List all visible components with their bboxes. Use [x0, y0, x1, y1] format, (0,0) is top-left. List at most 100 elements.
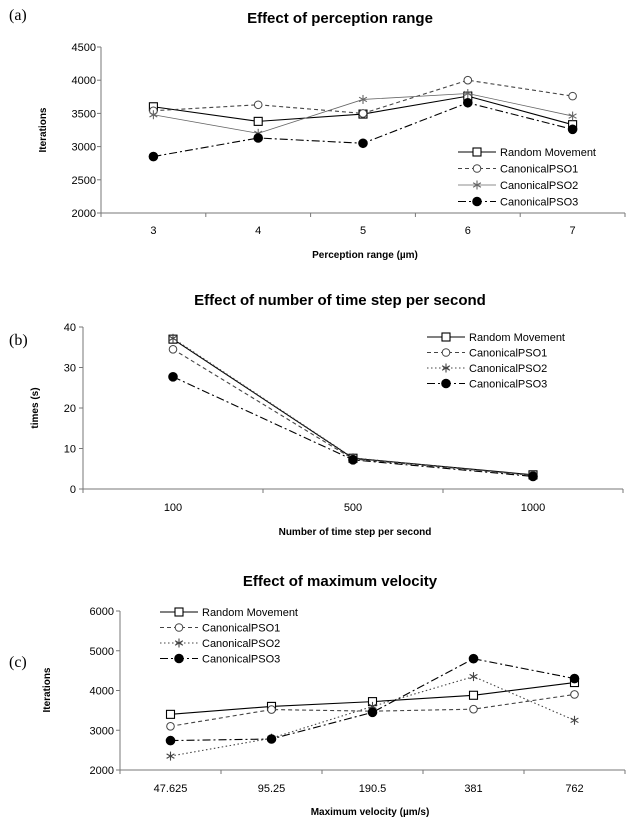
legend-marker: [472, 164, 482, 173]
data-point: [463, 97, 473, 108]
y-tick-label: 4000: [90, 686, 114, 698]
data-point: [166, 721, 175, 731]
legend: Random Movement CanonicalPSO1 CanonicalPSO…: [160, 607, 298, 666]
y-tick-label: 3000: [72, 142, 96, 154]
data-point: [267, 705, 276, 714]
data-point: [253, 116, 263, 126]
y-tick-label: 4500: [72, 42, 96, 54]
legend-label: CanonicalPSO2: [202, 638, 280, 650]
x-tick-label: 4: [255, 225, 261, 237]
data-point: [567, 124, 578, 135]
y-axis-label: times (s): [30, 387, 41, 428]
legend-marker: [472, 196, 482, 207]
data-point: [148, 151, 159, 162]
x-tick-label: 500: [344, 502, 362, 514]
y-tick-label: 5000: [90, 646, 114, 658]
series-3: [148, 97, 578, 162]
x-tick-label: 100: [164, 502, 182, 514]
data-point: [468, 653, 479, 664]
legend-marker: [472, 147, 482, 157]
data-point: [168, 333, 178, 343]
y-tick-label: 2500: [72, 175, 96, 187]
y-tick-label: 0: [70, 484, 76, 496]
y-tick-label: 10: [64, 444, 76, 456]
legend: Random Movement CanonicalPSO1 CanonicalPSO…: [458, 147, 596, 209]
y-axis-label: Iterations: [38, 107, 49, 152]
x-axis-label: Perception range (µm): [312, 250, 418, 261]
data-point: [568, 91, 577, 101]
data-point: [166, 751, 175, 761]
legend-marker: [441, 378, 451, 389]
panel-label: (a): [9, 7, 27, 24]
data-point: [570, 690, 579, 699]
data-point: [253, 133, 264, 143]
data-point: [569, 673, 580, 684]
data-point: [468, 690, 479, 700]
x-tick-label: 190.5: [359, 783, 387, 795]
x-tick-label: 1000: [521, 502, 545, 514]
legend-label: Random Movement: [500, 147, 596, 159]
legend-marker: [441, 348, 451, 357]
panel-label: (b): [9, 332, 28, 349]
data-point: [168, 344, 178, 354]
data-point: [168, 372, 178, 382]
y-tick-label: 3000: [90, 725, 114, 737]
legend-marker: [441, 332, 451, 342]
y-tick-label: 30: [64, 363, 76, 375]
data-point: [266, 734, 277, 744]
data-point: [568, 111, 577, 121]
x-tick-label: 95.25: [258, 783, 286, 795]
legend-marker: [441, 363, 451, 373]
chart-title: Effect of maximum velocity: [243, 573, 438, 590]
y-tick-label: 4000: [72, 75, 96, 87]
x-axis-label: Number of time step per second: [279, 527, 432, 538]
x-tick-label: 381: [464, 783, 482, 795]
data-point: [253, 100, 263, 110]
x-tick-label: 47.625: [154, 783, 188, 795]
legend-label: Random Movement: [469, 332, 565, 344]
chart-panel-0: (a) Effect of perception range 2000 2500 300…: [9, 7, 626, 261]
series-line: [170, 658, 575, 742]
legend-label: CanonicalPSO2: [500, 180, 578, 192]
x-tick-label: 7: [570, 225, 576, 237]
x-tick-label: 6: [465, 225, 471, 237]
x-tick-label: 5: [360, 225, 366, 237]
series-3: [168, 372, 538, 482]
chart-title: Effect of number of time step per second: [194, 292, 486, 309]
legend-label: CanonicalPSO1: [500, 164, 578, 176]
chart-panel-2: (c) Effect of maximum velocity 2000 3000 400…: [9, 573, 626, 818]
legend-marker: [174, 623, 184, 632]
y-tick-label: 2000: [90, 765, 114, 777]
x-tick-label: 762: [565, 783, 583, 795]
legend-label: CanonicalPSO3: [202, 654, 280, 666]
panel-label: (c): [9, 654, 27, 671]
series-1: [149, 75, 577, 118]
chart-title: Effect of perception range: [247, 10, 433, 27]
chart-panel-1: (b) Effect of number of time step per sec…: [9, 292, 624, 538]
data-point: [165, 709, 176, 719]
y-tick-label: 6000: [90, 606, 114, 618]
data-point: [367, 707, 378, 718]
data-point: [463, 88, 472, 98]
y-tick-label: 20: [64, 403, 76, 415]
data-point: [358, 138, 368, 149]
x-axis-label: Maximum velocity (µm/s): [311, 807, 430, 818]
legend-label: CanonicalPSO3: [469, 379, 547, 391]
data-point: [348, 455, 358, 465]
data-point: [463, 75, 473, 85]
legend: Random Movement CanonicalPSO1 CanonicalPSO…: [427, 332, 565, 391]
legend-marker: [472, 180, 482, 190]
y-tick-label: 40: [64, 322, 76, 334]
data-point: [358, 94, 368, 104]
legend-label: Random Movement: [202, 607, 298, 619]
data-point: [469, 672, 478, 682]
legend-label: CanonicalPSO2: [469, 363, 547, 375]
data-point: [528, 471, 538, 482]
data-point: [570, 715, 579, 725]
data-point: [358, 109, 368, 118]
legend-label: CanonicalPSO3: [500, 197, 578, 209]
legend-label: CanonicalPSO1: [202, 623, 280, 635]
legend-marker: [174, 653, 184, 664]
x-tick-label: 3: [150, 225, 156, 237]
